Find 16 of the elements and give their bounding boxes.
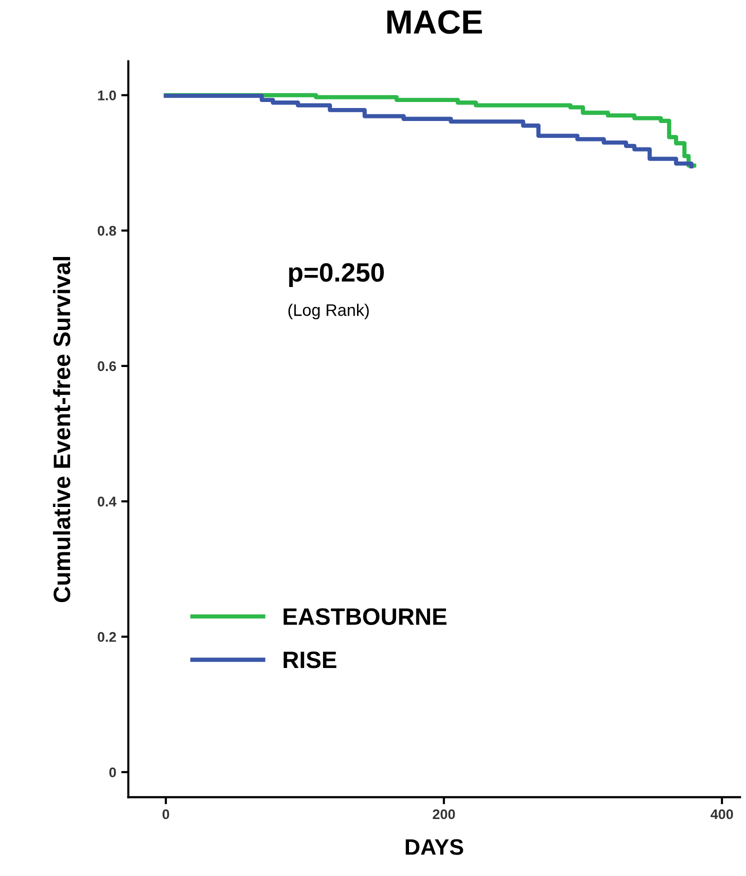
y-tick-label: 0.8 — [98, 226, 116, 236]
x-axis-title: DAYS — [406, 839, 464, 855]
x-tick-label: 0 — [162, 809, 170, 820]
x-tick-label: 200 — [432, 809, 455, 820]
annotation: p=0.250 — [289, 263, 384, 288]
annotation: (Log Rank) — [288, 304, 369, 320]
y-tick-label: 0 — [109, 767, 116, 778]
chart-title: MACE — [387, 10, 482, 34]
y-axis-title: Cumulative Event-free Survival — [52, 257, 70, 602]
y-tick-label: 0.4 — [98, 496, 116, 507]
y-tick-label: 0.6 — [98, 361, 116, 372]
x-tick-label: 400 — [710, 809, 733, 820]
legend-label: RISE — [284, 652, 336, 668]
y-tick-label: 0.2 — [98, 632, 116, 642]
y-tick-label: 1.0 — [98, 90, 116, 100]
legend-label: EASTBOURNE — [284, 608, 446, 625]
